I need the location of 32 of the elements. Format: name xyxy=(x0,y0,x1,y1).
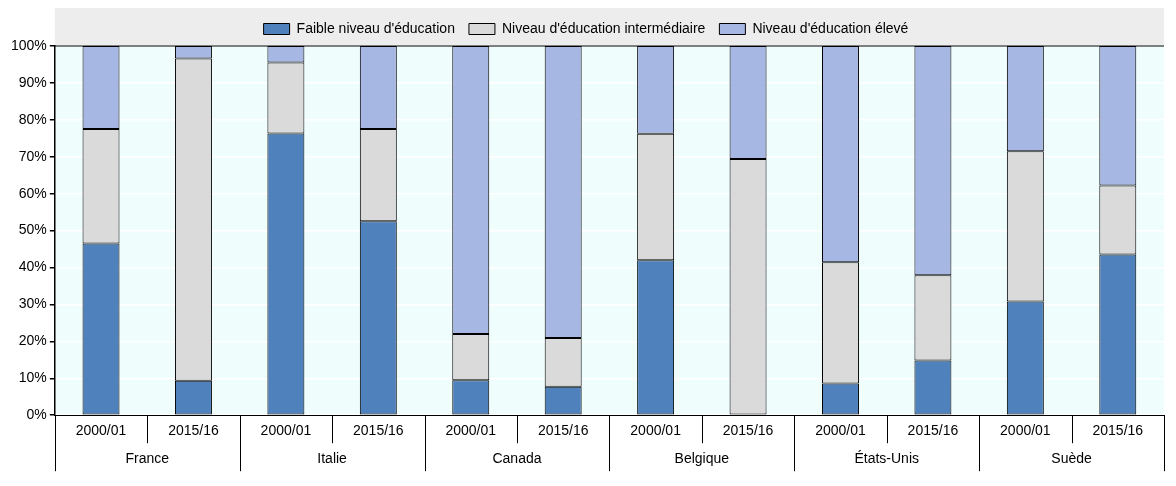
y-tick-label: 50% xyxy=(18,221,47,238)
y-tick-label: 40% xyxy=(18,258,47,275)
legend-label: Niveau d'éducation intermédiaire xyxy=(501,19,706,36)
text: France xyxy=(125,450,170,467)
y-tick-label: 0% xyxy=(26,406,47,423)
y-tick-label: 100% xyxy=(10,36,47,53)
x-tick-label: 2000/01 xyxy=(630,422,682,439)
legend-label: Niveau d'éducation élevé xyxy=(752,19,909,36)
y-tick-label: 60% xyxy=(18,184,47,201)
x-tick-label: 2000/01 xyxy=(815,422,866,439)
text: Canada xyxy=(492,450,542,467)
legend-label: Faible niveau d'éducation xyxy=(296,19,455,36)
y-tick-label: 80% xyxy=(18,110,47,127)
text: États-Unis xyxy=(854,450,919,467)
x-tick-label: 2000/01 xyxy=(445,422,497,439)
x-tick-label: 2015/16 xyxy=(907,422,959,439)
y-tick-label: 70% xyxy=(18,147,47,164)
y-tick-label: 90% xyxy=(18,73,47,90)
text: Italie xyxy=(317,450,348,467)
text: Belgique xyxy=(674,450,730,467)
x-tick-label: 2015/16 xyxy=(353,422,404,439)
x-tick-label: 2000/01 xyxy=(75,422,127,439)
x-tick-label: 2000/01 xyxy=(1000,422,1051,439)
x-tick-label: 2015/16 xyxy=(537,422,589,439)
x-tick-label: 2015/16 xyxy=(722,422,774,439)
y-tick-label: 10% xyxy=(18,369,47,386)
x-tick-label: 2000/01 xyxy=(260,422,312,439)
text: Suède xyxy=(1051,450,1093,467)
y-tick-label: 30% xyxy=(18,295,47,312)
y-tick-label: 20% xyxy=(18,332,47,349)
x-tick-label: 2015/16 xyxy=(168,422,219,439)
x-tick-label: 2015/16 xyxy=(1092,422,1144,439)
